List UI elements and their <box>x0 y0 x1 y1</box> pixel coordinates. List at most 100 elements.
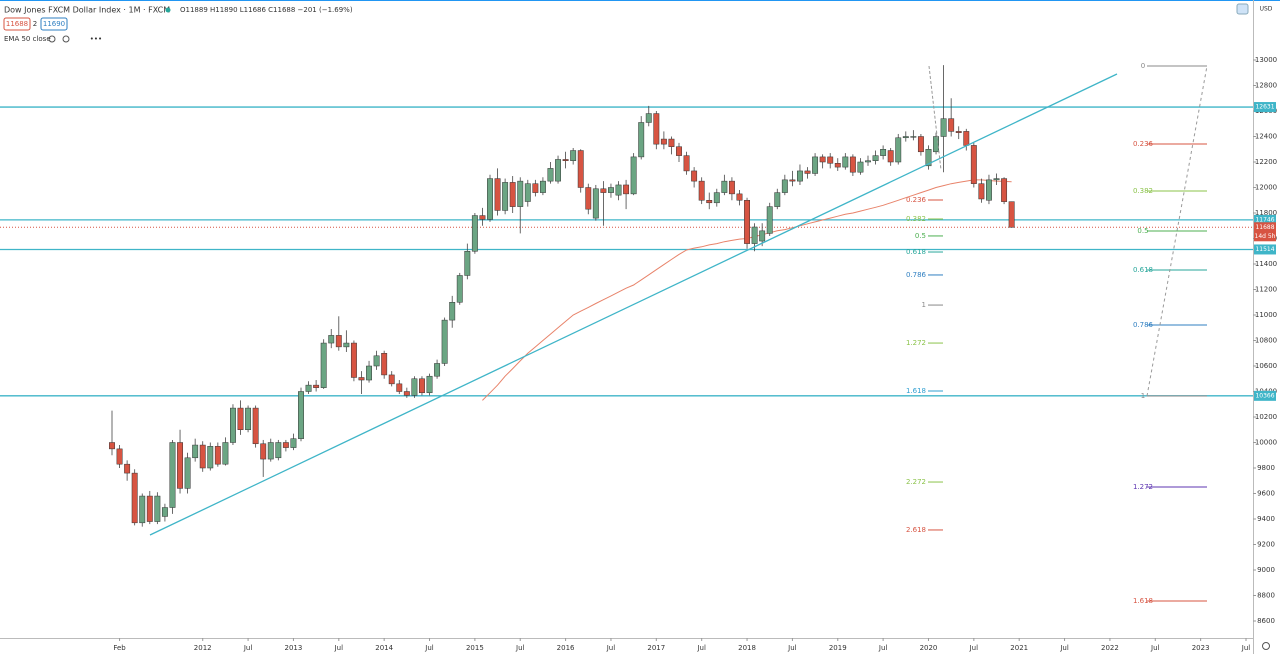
candle-body <box>577 150 584 188</box>
candle-body <box>933 136 939 153</box>
candle-body <box>230 407 236 443</box>
candle-body <box>887 150 894 163</box>
candle-body <box>290 438 297 448</box>
candle-body <box>638 122 645 158</box>
x-tick-label: 2021 <box>1010 644 1028 652</box>
candle-body <box>955 131 962 133</box>
candle-body <box>154 495 161 522</box>
candle-body <box>668 138 675 147</box>
candle-body <box>305 384 312 392</box>
fib-label: 0 <box>1141 62 1145 70</box>
fib-label: 2.272 <box>906 478 926 486</box>
candle-body <box>902 136 909 139</box>
candle-body <box>252 407 259 445</box>
candle-body <box>343 342 350 348</box>
fib-label: 1.618 <box>1133 597 1153 605</box>
price-label-box <box>1254 244 1276 255</box>
candle-body <box>169 442 176 508</box>
candle-body <box>600 188 607 193</box>
candle-body <box>192 444 199 459</box>
candle-body <box>373 355 380 367</box>
indicator-label: EMA 50 close <box>4 35 51 43</box>
candle-body <box>986 179 992 201</box>
candle-body <box>207 446 214 469</box>
candle-body <box>698 180 705 201</box>
candle-body <box>993 178 1000 181</box>
y-tick-label: 11200 <box>1255 286 1277 294</box>
status-dot <box>165 7 171 13</box>
fib-label: 0.236 <box>1133 140 1154 148</box>
candle-body <box>766 206 773 234</box>
price-label-box <box>1254 102 1276 113</box>
scale-icon[interactable] <box>1236 3 1249 15</box>
candle-body <box>721 180 728 193</box>
x-tick-label: Jul <box>969 644 979 652</box>
candle-body <box>456 275 463 303</box>
candle-body <box>282 442 289 448</box>
candle-body <box>562 159 569 161</box>
last-price-box <box>1254 222 1276 242</box>
candle-body <box>834 163 841 168</box>
candle-body <box>978 183 985 200</box>
candle-body <box>555 159 561 182</box>
candle-body <box>948 118 955 132</box>
candle-body <box>842 156 849 168</box>
candle-body <box>706 200 713 204</box>
candle-body <box>124 463 131 474</box>
candle-body <box>539 180 546 193</box>
candle-body <box>184 457 191 489</box>
candle-body <box>797 170 803 182</box>
x-tick-label: Jul <box>696 644 706 652</box>
fib-label: 1 <box>922 301 926 309</box>
candle-body <box>509 182 516 207</box>
bid-box[interactable] <box>3 17 31 31</box>
x-tick-label: 2015 <box>466 644 484 652</box>
candle-body <box>298 391 304 439</box>
candle-body <box>487 178 493 220</box>
x-tick-label: 2014 <box>375 644 393 652</box>
x-tick-label: Jul <box>1241 644 1251 652</box>
y-tick-label: 9000 <box>1257 566 1275 574</box>
candle-body <box>691 170 698 182</box>
candle-body <box>494 178 501 211</box>
price-label: 11746 <box>1255 216 1274 223</box>
candle-body <box>608 187 614 193</box>
candle-body <box>623 184 630 195</box>
y-tick-label: 9600 <box>1257 490 1275 498</box>
candle-body <box>381 353 388 376</box>
fib-label: 0.786 <box>906 271 927 279</box>
candle-body <box>237 407 244 431</box>
countdown: 14d 5h <box>1255 233 1276 240</box>
fib-label: 0.786 <box>1133 321 1154 329</box>
candle-body <box>524 183 531 202</box>
settings-gear[interactable] <box>1262 642 1270 650</box>
candle-body <box>917 136 924 153</box>
currency: USD <box>1260 6 1273 13</box>
price-label-box <box>1254 214 1276 225</box>
last-price-label: 11688 <box>1255 224 1274 231</box>
fib-label: 0.5 <box>915 232 926 240</box>
candle-body <box>335 335 342 348</box>
more-icon[interactable]: ••• <box>90 35 102 43</box>
settings-icon[interactable] <box>62 35 70 43</box>
trend-line <box>149 73 1118 536</box>
candle-body <box>214 446 221 465</box>
candle-body <box>267 442 274 460</box>
fib-label: 1.272 <box>1133 483 1153 491</box>
candle-body <box>804 170 811 174</box>
candle-body <box>245 407 252 431</box>
candle-body <box>275 442 282 459</box>
candle-body <box>744 200 750 244</box>
x-tick-label: 2017 <box>647 644 665 652</box>
ask-box[interactable] <box>40 17 68 31</box>
candle-body <box>910 136 917 138</box>
x-tick-label: Jul <box>334 644 344 652</box>
y-tick-label: 13000 <box>1255 56 1277 64</box>
y-tick-label: 12200 <box>1255 158 1277 166</box>
eye-icon[interactable] <box>48 35 56 43</box>
candle-body <box>789 179 796 182</box>
candle-body <box>653 113 660 145</box>
fib-label: 1 <box>1141 392 1145 400</box>
candle-body <box>751 226 758 244</box>
